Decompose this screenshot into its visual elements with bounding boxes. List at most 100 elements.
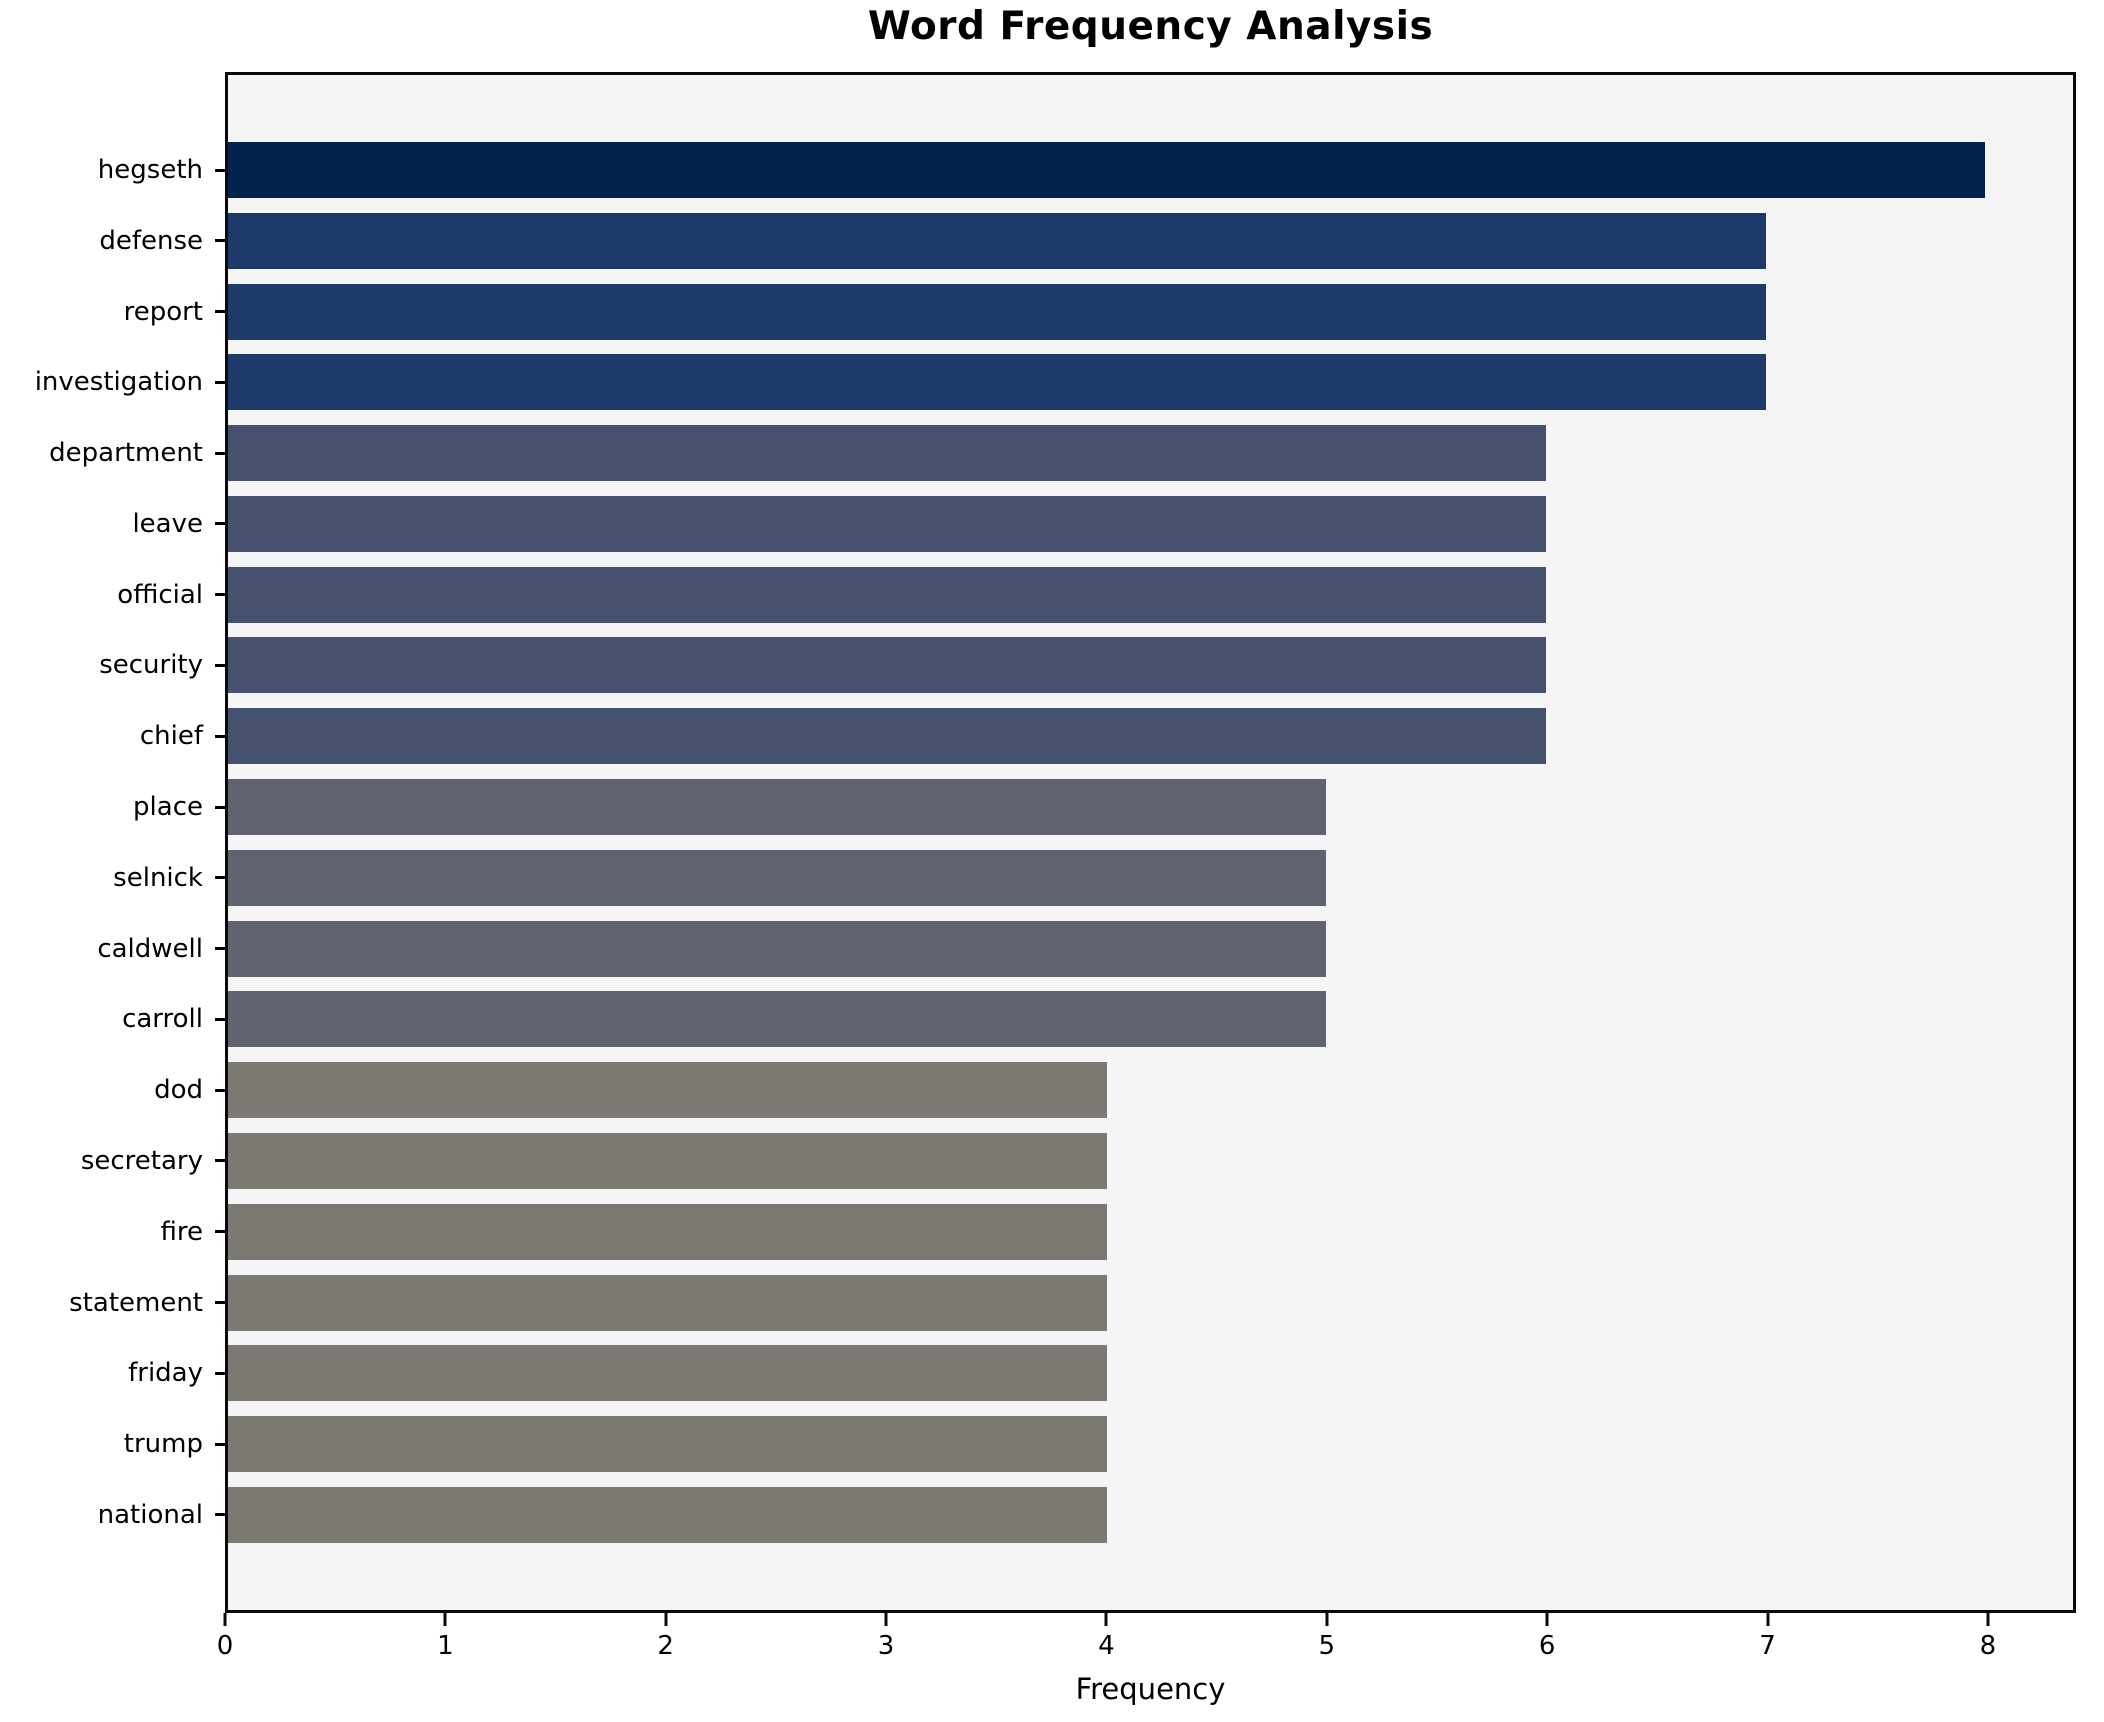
bar-statement xyxy=(228,1274,1107,1331)
y-tick-mark xyxy=(215,239,225,243)
y-tick-mark xyxy=(215,522,225,526)
y-tick-label: official xyxy=(117,579,203,610)
bar-track xyxy=(228,1274,2073,1331)
x-tick-label: 0 xyxy=(216,1631,234,1661)
x-tick-mark xyxy=(223,1613,227,1626)
bar-caldwell xyxy=(228,920,1327,977)
y-tick-label: chief xyxy=(139,721,203,752)
y-tick-mark xyxy=(215,947,225,951)
bar-defense xyxy=(228,212,1766,269)
y-tick-mark xyxy=(215,1301,225,1304)
bar-row: trump xyxy=(0,1416,2104,1473)
x-tick-label: 1 xyxy=(437,1631,454,1661)
x-tick-mark xyxy=(1545,1613,1549,1626)
y-tick-label: trump xyxy=(123,1429,203,1460)
bar-department xyxy=(228,425,1546,482)
bar-track xyxy=(228,1062,2073,1119)
bar-track xyxy=(228,920,2073,977)
bar-row: secretary xyxy=(0,1132,2104,1189)
bar-carroll xyxy=(228,991,1327,1048)
y-tick-mark xyxy=(215,876,225,880)
bar-track xyxy=(228,1345,2073,1402)
y-tick-mark xyxy=(215,1230,225,1234)
bar-row: investigation xyxy=(0,354,2104,411)
y-tick-mark xyxy=(215,168,225,172)
bar-investigation xyxy=(228,354,1766,411)
x-tick-mark xyxy=(664,1613,668,1626)
bar-track xyxy=(228,1416,2073,1473)
y-tick-mark xyxy=(215,593,225,597)
bar-leave xyxy=(228,495,1546,552)
y-tick-mark xyxy=(215,734,225,738)
y-tick-mark xyxy=(215,663,225,667)
y-tick-label: selnick xyxy=(113,862,203,893)
x-tick-mark xyxy=(443,1613,447,1626)
y-tick-mark xyxy=(215,1017,225,1021)
y-tick-label: caldwell xyxy=(97,933,203,964)
x-tick-label: 6 xyxy=(1538,1631,1556,1661)
x-tick-label: 5 xyxy=(1318,1631,1336,1661)
y-tick-label: department xyxy=(49,438,203,469)
bar-row: department xyxy=(0,425,2104,482)
y-tick-label: friday xyxy=(128,1358,203,1389)
y-tick-mark xyxy=(215,380,225,384)
bar-track xyxy=(228,354,2073,411)
bar-fire xyxy=(228,1203,1107,1260)
bar-track xyxy=(228,495,2073,552)
x-axis: 0 1 2 3 4 5 6 7 8 xyxy=(217,1613,2076,1683)
x-axis-label: Frequency xyxy=(1075,1672,1226,1706)
bar-row: dod xyxy=(0,1062,2104,1119)
bar-row: hegseth xyxy=(0,142,2104,198)
bar-friday xyxy=(228,1345,1107,1402)
y-tick-mark xyxy=(215,1088,225,1092)
bar-row: fire xyxy=(0,1203,2104,1260)
bar-row: carroll xyxy=(0,991,2104,1048)
bar-row: leave xyxy=(0,495,2104,552)
bar-track xyxy=(228,708,2073,765)
y-tick-mark xyxy=(215,310,225,314)
x-tick-mark xyxy=(1104,1613,1108,1626)
bar-track xyxy=(228,779,2073,836)
bar-track xyxy=(228,1132,2073,1189)
x-tick-label: 2 xyxy=(657,1631,674,1661)
bar-secretary xyxy=(228,1132,1107,1189)
bar-hegseth xyxy=(228,142,1986,198)
y-tick-label: place xyxy=(133,792,203,823)
y-tick-mark xyxy=(215,805,225,809)
bar-row: statement xyxy=(0,1274,2104,1331)
bar-row: report xyxy=(0,283,2104,340)
x-tick-mark xyxy=(1986,1613,1990,1626)
y-tick-label: dod xyxy=(154,1075,203,1106)
y-tick-mark xyxy=(215,451,225,455)
bar-official xyxy=(228,566,1546,623)
bar-track xyxy=(228,991,2073,1048)
y-tick-label: fire xyxy=(160,1216,204,1247)
bars-region: hegseth defense report investigation departm… xyxy=(0,72,2104,1613)
bar-track xyxy=(228,637,2073,694)
x-tick-mark xyxy=(884,1613,888,1626)
bar-row: caldwell xyxy=(0,920,2104,977)
bar-track xyxy=(228,1203,2073,1260)
bar-row: place xyxy=(0,779,2104,836)
x-tick-label: 3 xyxy=(877,1631,895,1661)
bar-row: official xyxy=(0,566,2104,623)
y-tick-mark xyxy=(215,1371,225,1375)
bar-track xyxy=(228,1486,2073,1543)
bar-place xyxy=(228,779,1327,836)
y-tick-label: secretary xyxy=(80,1145,203,1176)
y-tick-mark xyxy=(215,1442,225,1446)
bar-track xyxy=(228,283,2073,340)
bar-report xyxy=(228,283,1766,340)
y-tick-label: carroll xyxy=(122,1004,203,1035)
x-tick-label: 8 xyxy=(1979,1631,1997,1661)
x-tick-label: 7 xyxy=(1759,1631,1776,1661)
y-tick-mark xyxy=(215,1159,225,1163)
x-tick-label: 4 xyxy=(1098,1631,1115,1661)
bar-row: selnick xyxy=(0,849,2104,906)
bar-security xyxy=(228,637,1546,694)
y-tick-mark xyxy=(215,1513,225,1517)
bar-track xyxy=(228,142,2073,198)
y-tick-label: security xyxy=(99,650,203,681)
bar-dod xyxy=(228,1062,1107,1119)
